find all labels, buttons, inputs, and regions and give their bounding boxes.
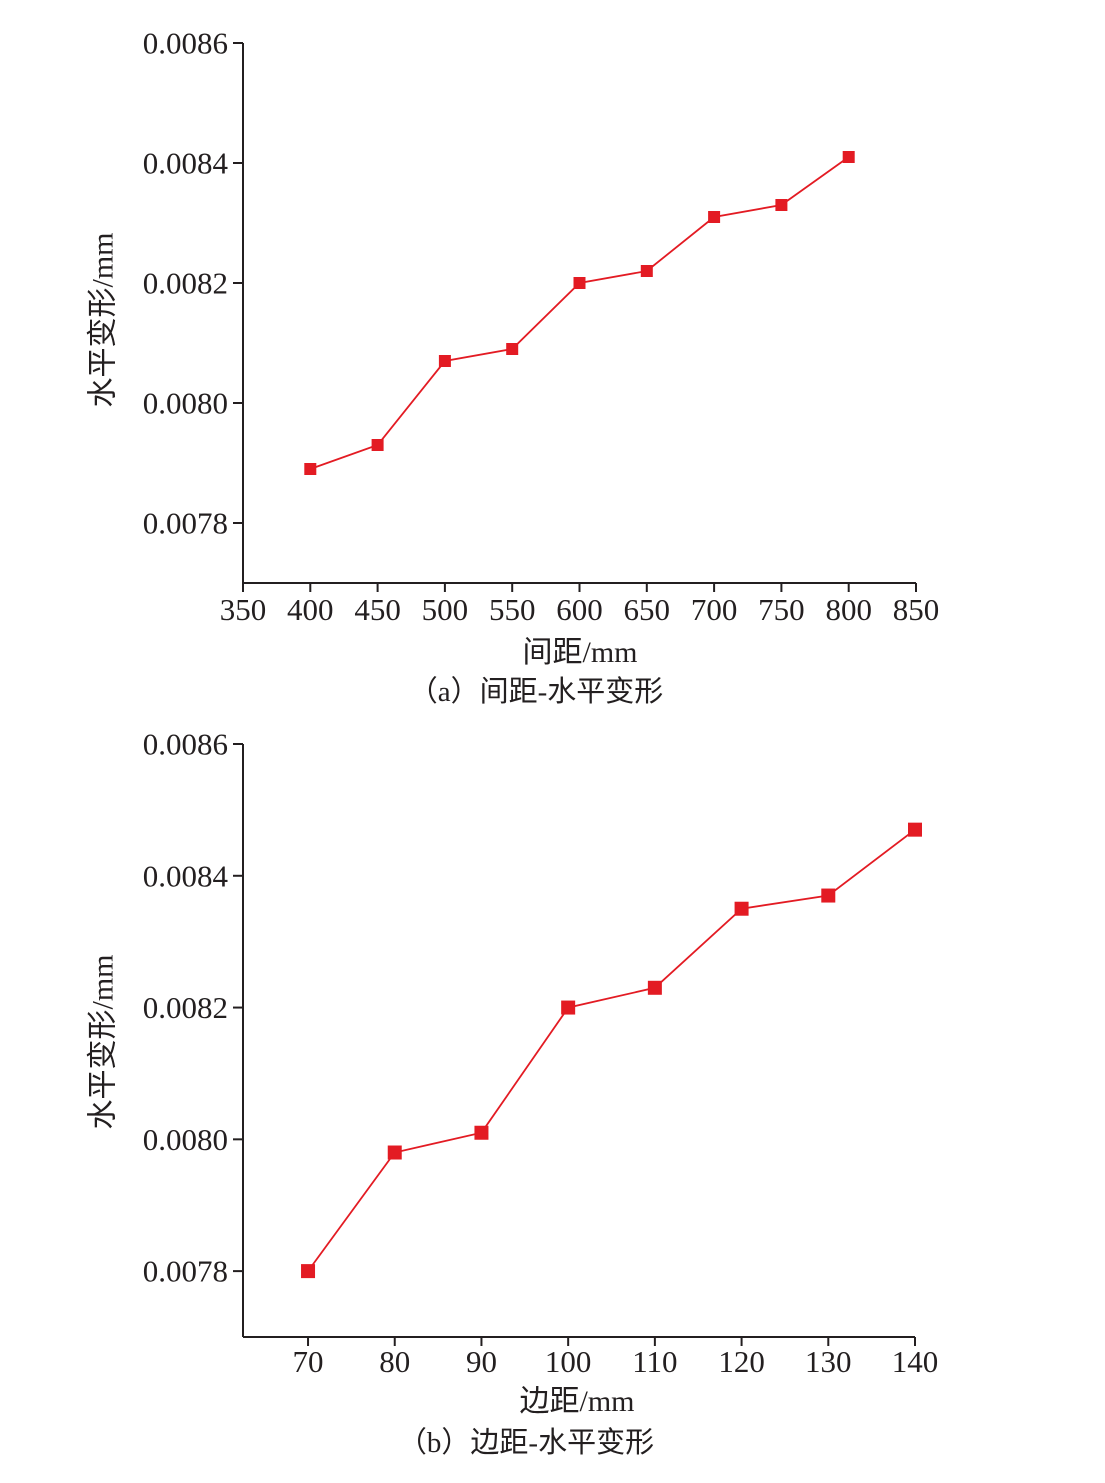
y-tick-label: 0.0078 xyxy=(143,1254,228,1289)
x-tick-label: 850 xyxy=(893,592,940,627)
data-point xyxy=(371,439,384,451)
x-tick-label: 700 xyxy=(691,592,738,627)
data-point xyxy=(506,343,519,355)
x-axis-label: 边距/mm xyxy=(519,1385,634,1418)
y-tick-label: 0.0086 xyxy=(143,26,228,61)
series-line xyxy=(309,156,850,470)
x-tick-label: 350 xyxy=(220,592,267,627)
y-axis-label: 水平变形/mm xyxy=(87,954,120,1129)
x-tick-label: 500 xyxy=(422,592,469,627)
data-point xyxy=(561,1000,576,1015)
y-tick-label: 0.0080 xyxy=(143,1122,228,1157)
data-point xyxy=(775,199,788,211)
y-tick-label: 0.0084 xyxy=(143,858,229,893)
figure-caption: （a）间距-水平变形 xyxy=(409,675,664,708)
y-axis-label: 水平变形/mm xyxy=(87,232,120,407)
data-point xyxy=(304,463,317,475)
x-tick-label: 130 xyxy=(805,1344,852,1379)
x-tick-label: 120 xyxy=(718,1344,765,1379)
chart-spacing-vs-horizontal-deformation: 0.0078 0.0080 0.0082 0.0084 0.0086 350 400 450 5… xyxy=(87,26,940,709)
y-tick-label: 0.0082 xyxy=(143,266,228,301)
y-tick-label: 0.0080 xyxy=(143,386,228,421)
x-tick-label: 750 xyxy=(758,592,805,627)
figure-caption: （b）边距-水平变形 xyxy=(398,1426,654,1459)
x-tick-label: 800 xyxy=(825,592,872,627)
data-point xyxy=(387,1145,402,1160)
x-tick-label: 70 xyxy=(293,1344,324,1379)
x-axis-label: 间距/mm xyxy=(522,636,637,669)
data-point xyxy=(438,355,451,367)
x-tick-label: 650 xyxy=(624,592,671,627)
x-tick-label: 110 xyxy=(632,1344,677,1379)
plot-area: 0.0078 0.0080 0.0082 0.0084 0.0086 350 400 450 5… xyxy=(143,26,940,628)
data-point xyxy=(734,901,749,916)
y-tick-label: 0.0086 xyxy=(143,727,228,762)
x-tick-label: 550 xyxy=(489,592,536,627)
x-tick-label: 600 xyxy=(556,592,603,627)
data-point xyxy=(908,822,922,837)
x-tick-label: 90 xyxy=(466,1344,497,1379)
x-tick-label: 400 xyxy=(287,592,334,627)
chart-edge-distance-vs-horizontal-deformation: 0.0078 0.0080 0.0082 0.0084 0.0086 70 80 90 100 1… xyxy=(87,727,939,1460)
data-point xyxy=(821,888,836,903)
series-line xyxy=(307,828,916,1272)
y-tick-label: 0.0078 xyxy=(143,506,228,541)
data-point xyxy=(842,151,855,163)
data-point xyxy=(573,277,586,289)
x-tick-label: 80 xyxy=(379,1344,410,1379)
plot-area: 0.0078 0.0080 0.0082 0.0084 0.0086 70 80 90 100 1… xyxy=(143,727,939,1380)
y-tick-label: 0.0082 xyxy=(143,990,228,1025)
data-point xyxy=(647,980,662,995)
x-tick-label: 450 xyxy=(354,592,401,627)
x-tick-label: 100 xyxy=(545,1344,592,1379)
x-tick-label: 140 xyxy=(892,1344,939,1379)
y-tick-label: 0.0084 xyxy=(143,146,229,181)
data-point xyxy=(708,211,721,223)
data-point xyxy=(640,265,653,277)
data-point xyxy=(301,1264,316,1279)
data-point xyxy=(474,1125,489,1140)
